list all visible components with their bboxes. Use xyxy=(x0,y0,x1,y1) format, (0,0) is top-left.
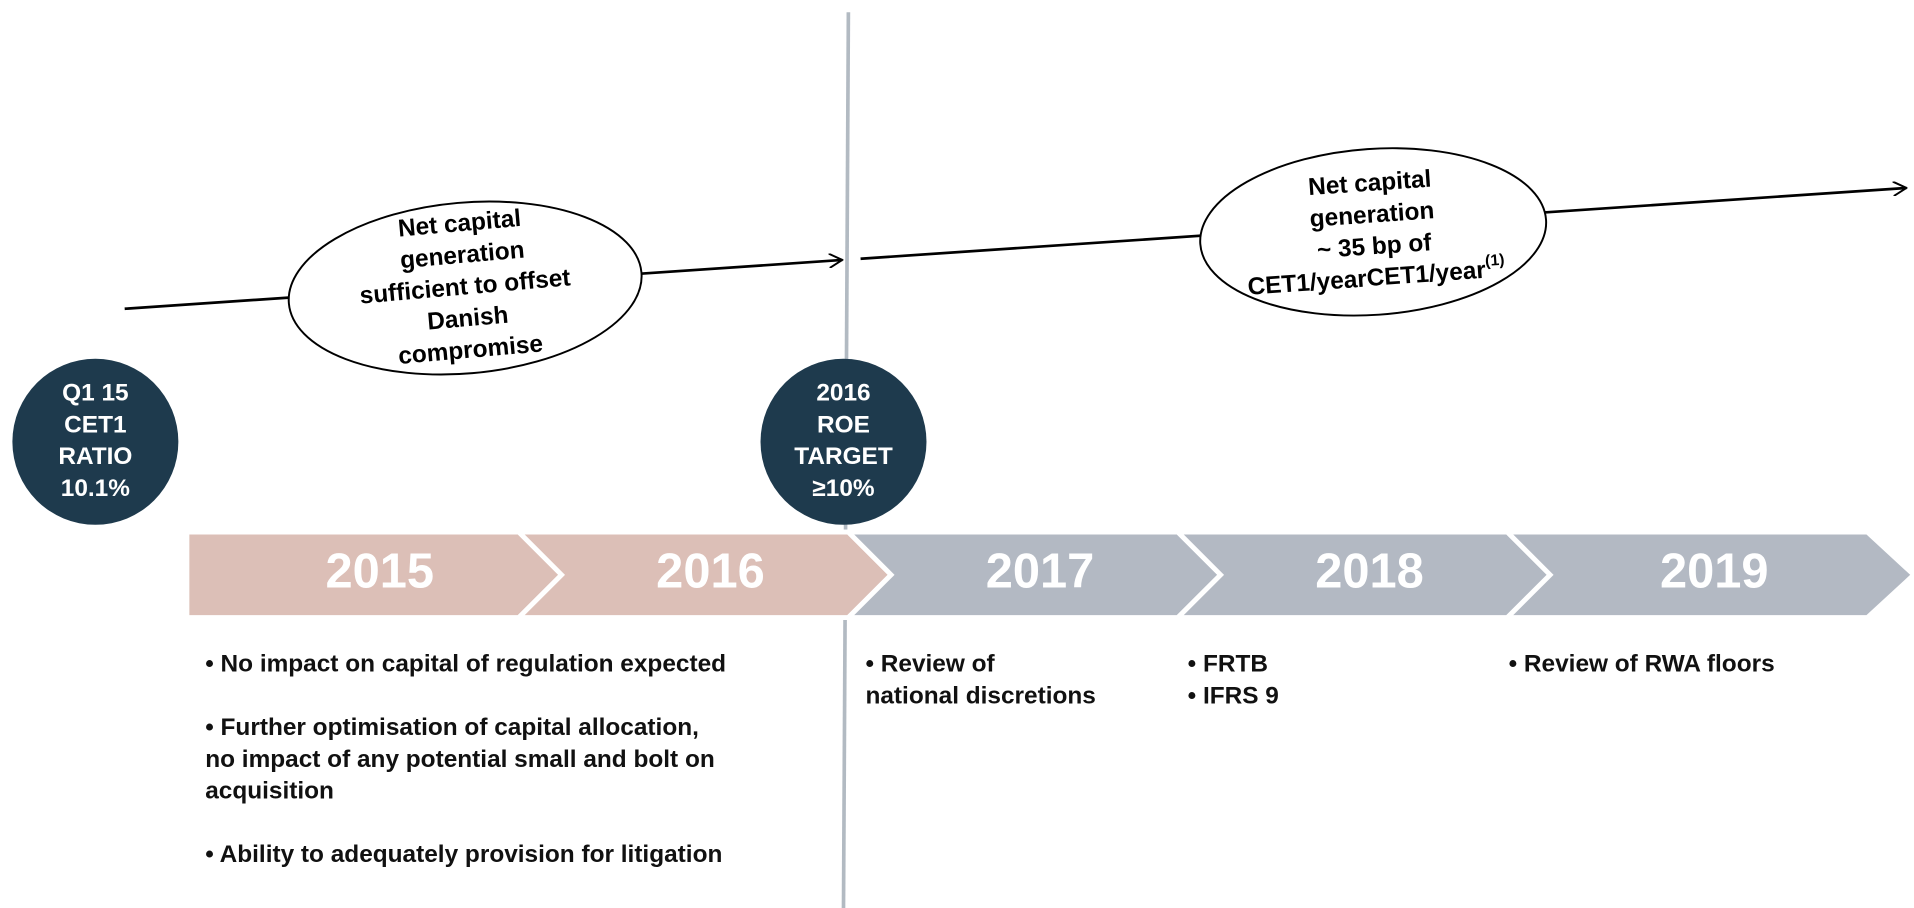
badge-text: 2016 xyxy=(816,380,870,407)
chevron xyxy=(1501,529,1914,620)
note-text: • Review of xyxy=(865,651,995,678)
note-text: national discretions xyxy=(865,682,1095,709)
badge-text: ≥10% xyxy=(812,475,875,502)
badge-text: ROE xyxy=(817,411,870,438)
circle-badge xyxy=(760,358,927,525)
ellipse xyxy=(1199,147,1548,317)
badge-text: 10.1% xyxy=(61,475,130,502)
note-text: • Ability to adequately provision for li… xyxy=(205,841,722,868)
note-text: • Further optimisation of capital alloca… xyxy=(205,714,699,741)
note-text: • Review of RWA floors xyxy=(1509,651,1775,678)
note-text: • IFRS 9 xyxy=(1188,682,1279,709)
year-label: 2015 xyxy=(325,545,434,599)
badge-text: CET1 xyxy=(64,411,126,438)
ellipse xyxy=(287,200,643,376)
note-text: • FRTB xyxy=(1188,651,1268,678)
note-text: no impact of any potential small and bol… xyxy=(205,746,715,773)
note-text: • No impact on capital of regulation exp… xyxy=(205,651,726,678)
superscript: (1) xyxy=(1485,252,1506,270)
badge-text: Q1 15 xyxy=(62,380,128,407)
year-label: 2019 xyxy=(1660,545,1769,599)
note-text: acquisition xyxy=(205,778,334,805)
badge-text: TARGET xyxy=(794,443,893,470)
badge-text: RATIO xyxy=(58,443,132,470)
circle-badge xyxy=(12,358,179,525)
year-label: 2016 xyxy=(656,545,765,599)
year-label: 2017 xyxy=(986,545,1095,599)
year-label: 2018 xyxy=(1315,545,1424,599)
